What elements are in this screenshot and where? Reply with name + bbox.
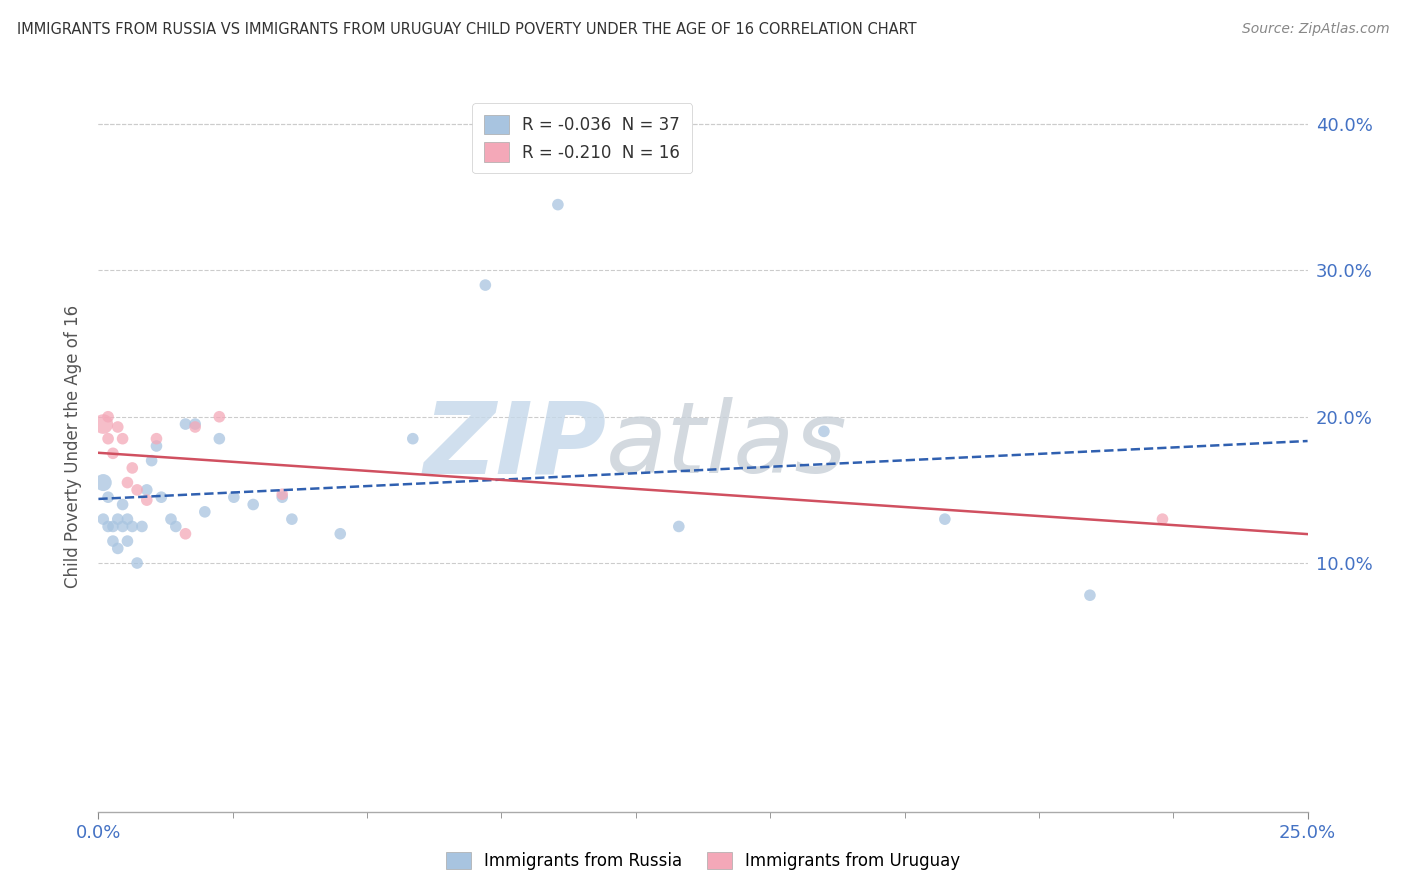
Point <box>271 487 294 501</box>
Point <box>97 490 120 504</box>
Text: ZIP: ZIP <box>423 398 606 494</box>
Point <box>402 432 425 446</box>
Point <box>107 420 129 434</box>
Point <box>174 526 197 541</box>
Point <box>101 534 124 549</box>
Point <box>165 519 187 533</box>
Point <box>160 512 183 526</box>
Point <box>145 439 167 453</box>
Point <box>208 432 231 446</box>
Point <box>145 432 167 446</box>
Point <box>117 475 139 490</box>
Point <box>813 425 835 439</box>
Point <box>117 534 139 549</box>
Point <box>1152 512 1174 526</box>
Point <box>135 493 157 508</box>
Legend: Immigrants from Russia, Immigrants from Uruguay: Immigrants from Russia, Immigrants from … <box>439 845 967 877</box>
Point <box>97 519 120 533</box>
Point <box>135 483 157 497</box>
Point <box>101 446 124 460</box>
Point <box>97 409 120 424</box>
Text: atlas: atlas <box>606 398 848 494</box>
Point <box>329 526 352 541</box>
Point <box>127 483 149 497</box>
Point <box>184 420 207 434</box>
Point <box>547 197 569 211</box>
Y-axis label: Child Poverty Under the Age of 16: Child Poverty Under the Age of 16 <box>63 304 82 588</box>
Point <box>107 512 129 526</box>
Point <box>271 490 294 504</box>
Point <box>242 498 264 512</box>
Point <box>934 512 956 526</box>
Point <box>174 417 197 431</box>
Point <box>194 505 217 519</box>
Point <box>141 453 163 467</box>
Point <box>121 461 143 475</box>
Point <box>1078 588 1101 602</box>
Point <box>121 519 143 533</box>
Text: Source: ZipAtlas.com: Source: ZipAtlas.com <box>1241 22 1389 37</box>
Point <box>111 498 134 512</box>
Point <box>184 417 207 431</box>
Point <box>117 512 139 526</box>
Legend: R = -0.036  N = 37, R = -0.210  N = 16: R = -0.036 N = 37, R = -0.210 N = 16 <box>472 103 692 173</box>
Point <box>101 519 124 533</box>
Point <box>91 417 114 431</box>
Point <box>474 278 496 293</box>
Point <box>150 490 173 504</box>
Point <box>97 432 120 446</box>
Point <box>222 490 245 504</box>
Point <box>208 409 231 424</box>
Point <box>131 519 153 533</box>
Point <box>91 475 114 490</box>
Point <box>127 556 149 570</box>
Text: IMMIGRANTS FROM RUSSIA VS IMMIGRANTS FROM URUGUAY CHILD POVERTY UNDER THE AGE OF: IMMIGRANTS FROM RUSSIA VS IMMIGRANTS FRO… <box>17 22 917 37</box>
Point <box>107 541 129 556</box>
Point <box>668 519 690 533</box>
Point <box>111 519 134 533</box>
Point <box>281 512 304 526</box>
Point <box>91 512 114 526</box>
Point <box>111 432 134 446</box>
